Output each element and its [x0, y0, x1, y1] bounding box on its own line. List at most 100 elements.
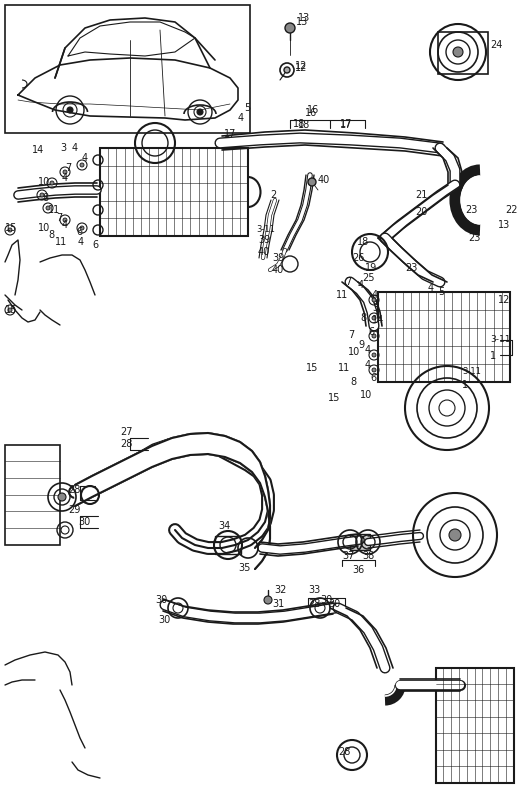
Text: 27: 27	[120, 427, 132, 437]
Circle shape	[46, 206, 50, 210]
Text: 3: 3	[372, 303, 378, 313]
Text: 12: 12	[295, 63, 308, 73]
Bar	[436, 668, 514, 783]
Circle shape	[8, 308, 12, 312]
Text: 2: 2	[270, 190, 276, 200]
Text: 4: 4	[428, 283, 434, 293]
Circle shape	[63, 218, 67, 222]
Text: 12: 12	[295, 61, 308, 71]
Text: 5: 5	[438, 287, 444, 297]
Text: 1: 1	[462, 380, 468, 390]
Text: 17: 17	[340, 119, 353, 129]
Text: 4: 4	[78, 237, 84, 247]
Circle shape	[8, 228, 12, 232]
Text: 31: 31	[272, 599, 284, 609]
Text: 30: 30	[328, 599, 340, 609]
Bar	[5, 445, 60, 545]
Text: 38: 38	[362, 551, 374, 561]
Text: 15: 15	[5, 223, 18, 233]
Text: 14: 14	[372, 315, 384, 325]
Text: 30: 30	[155, 595, 168, 605]
Polygon shape	[75, 433, 270, 569]
Text: 6: 6	[368, 327, 374, 337]
Text: 18: 18	[298, 120, 310, 130]
Circle shape	[372, 316, 376, 320]
Text: 17: 17	[224, 129, 236, 139]
Text: 35: 35	[238, 563, 250, 573]
Text: 23: 23	[405, 263, 417, 273]
Text: 4: 4	[62, 220, 68, 230]
Text: 28: 28	[308, 599, 321, 609]
Text: 33: 33	[308, 585, 320, 595]
Circle shape	[40, 193, 44, 197]
Text: 6: 6	[76, 227, 82, 237]
Circle shape	[308, 178, 316, 186]
Text: 34: 34	[218, 521, 230, 531]
Text: 18: 18	[357, 237, 369, 247]
Text: 10: 10	[348, 347, 360, 357]
Bar	[100, 148, 248, 236]
Circle shape	[372, 368, 376, 372]
Text: 39: 39	[272, 253, 284, 263]
Text: 4: 4	[365, 360, 371, 370]
Text: 7: 7	[56, 213, 62, 223]
Bar	[378, 292, 510, 382]
Circle shape	[372, 298, 376, 302]
Text: 4: 4	[372, 290, 378, 300]
Text: 12: 12	[498, 295, 510, 305]
Text: 39: 39	[258, 235, 270, 245]
Bar	[215, 536, 241, 554]
Text: 18: 18	[293, 119, 305, 129]
Text: 40: 40	[258, 247, 270, 257]
Circle shape	[264, 596, 272, 604]
Text: 10: 10	[360, 390, 372, 400]
Text: 40: 40	[318, 175, 330, 185]
Text: 6: 6	[370, 373, 376, 383]
Bar	[5, 5, 250, 133]
Text: 10: 10	[38, 223, 50, 233]
Circle shape	[67, 107, 73, 113]
Bar	[438, 32, 488, 74]
Text: 24: 24	[490, 40, 503, 50]
Text: 8: 8	[360, 313, 366, 323]
Text: 13: 13	[296, 17, 308, 27]
Text: 36: 36	[352, 565, 364, 575]
Text: 3-11: 3-11	[256, 225, 275, 235]
Bar	[350, 534, 370, 550]
Circle shape	[284, 67, 290, 73]
Text: 17: 17	[340, 120, 353, 130]
Circle shape	[372, 334, 376, 338]
Circle shape	[80, 163, 84, 167]
Text: 4: 4	[82, 153, 88, 163]
Text: 16: 16	[307, 105, 320, 115]
Text: 30: 30	[158, 615, 170, 625]
Text: 4: 4	[62, 173, 68, 183]
Text: 25: 25	[362, 273, 374, 283]
Circle shape	[197, 109, 203, 115]
Text: 20: 20	[415, 207, 428, 217]
Text: 13: 13	[298, 13, 310, 23]
Text: 8: 8	[48, 230, 54, 240]
Text: 30: 30	[320, 595, 332, 605]
Text: 4: 4	[72, 143, 78, 153]
Text: 22: 22	[505, 205, 517, 215]
Text: 3-11: 3-11	[490, 335, 510, 345]
Text: 32: 32	[274, 585, 286, 595]
Text: 15: 15	[306, 363, 318, 373]
Text: 15: 15	[5, 305, 18, 315]
Text: 7: 7	[345, 277, 351, 287]
Text: 21: 21	[415, 190, 428, 200]
Text: 6: 6	[92, 240, 98, 250]
Text: 5: 5	[244, 103, 250, 113]
Text: 4: 4	[238, 113, 244, 123]
Text: 23: 23	[468, 233, 480, 243]
Text: 4: 4	[358, 280, 364, 290]
Circle shape	[80, 226, 84, 230]
Text: 13: 13	[498, 220, 510, 230]
Text: 37: 37	[342, 551, 354, 561]
Text: 16: 16	[305, 108, 317, 118]
Text: 28: 28	[68, 485, 80, 495]
Text: 9: 9	[358, 340, 364, 350]
Circle shape	[50, 181, 54, 185]
Circle shape	[63, 170, 67, 174]
